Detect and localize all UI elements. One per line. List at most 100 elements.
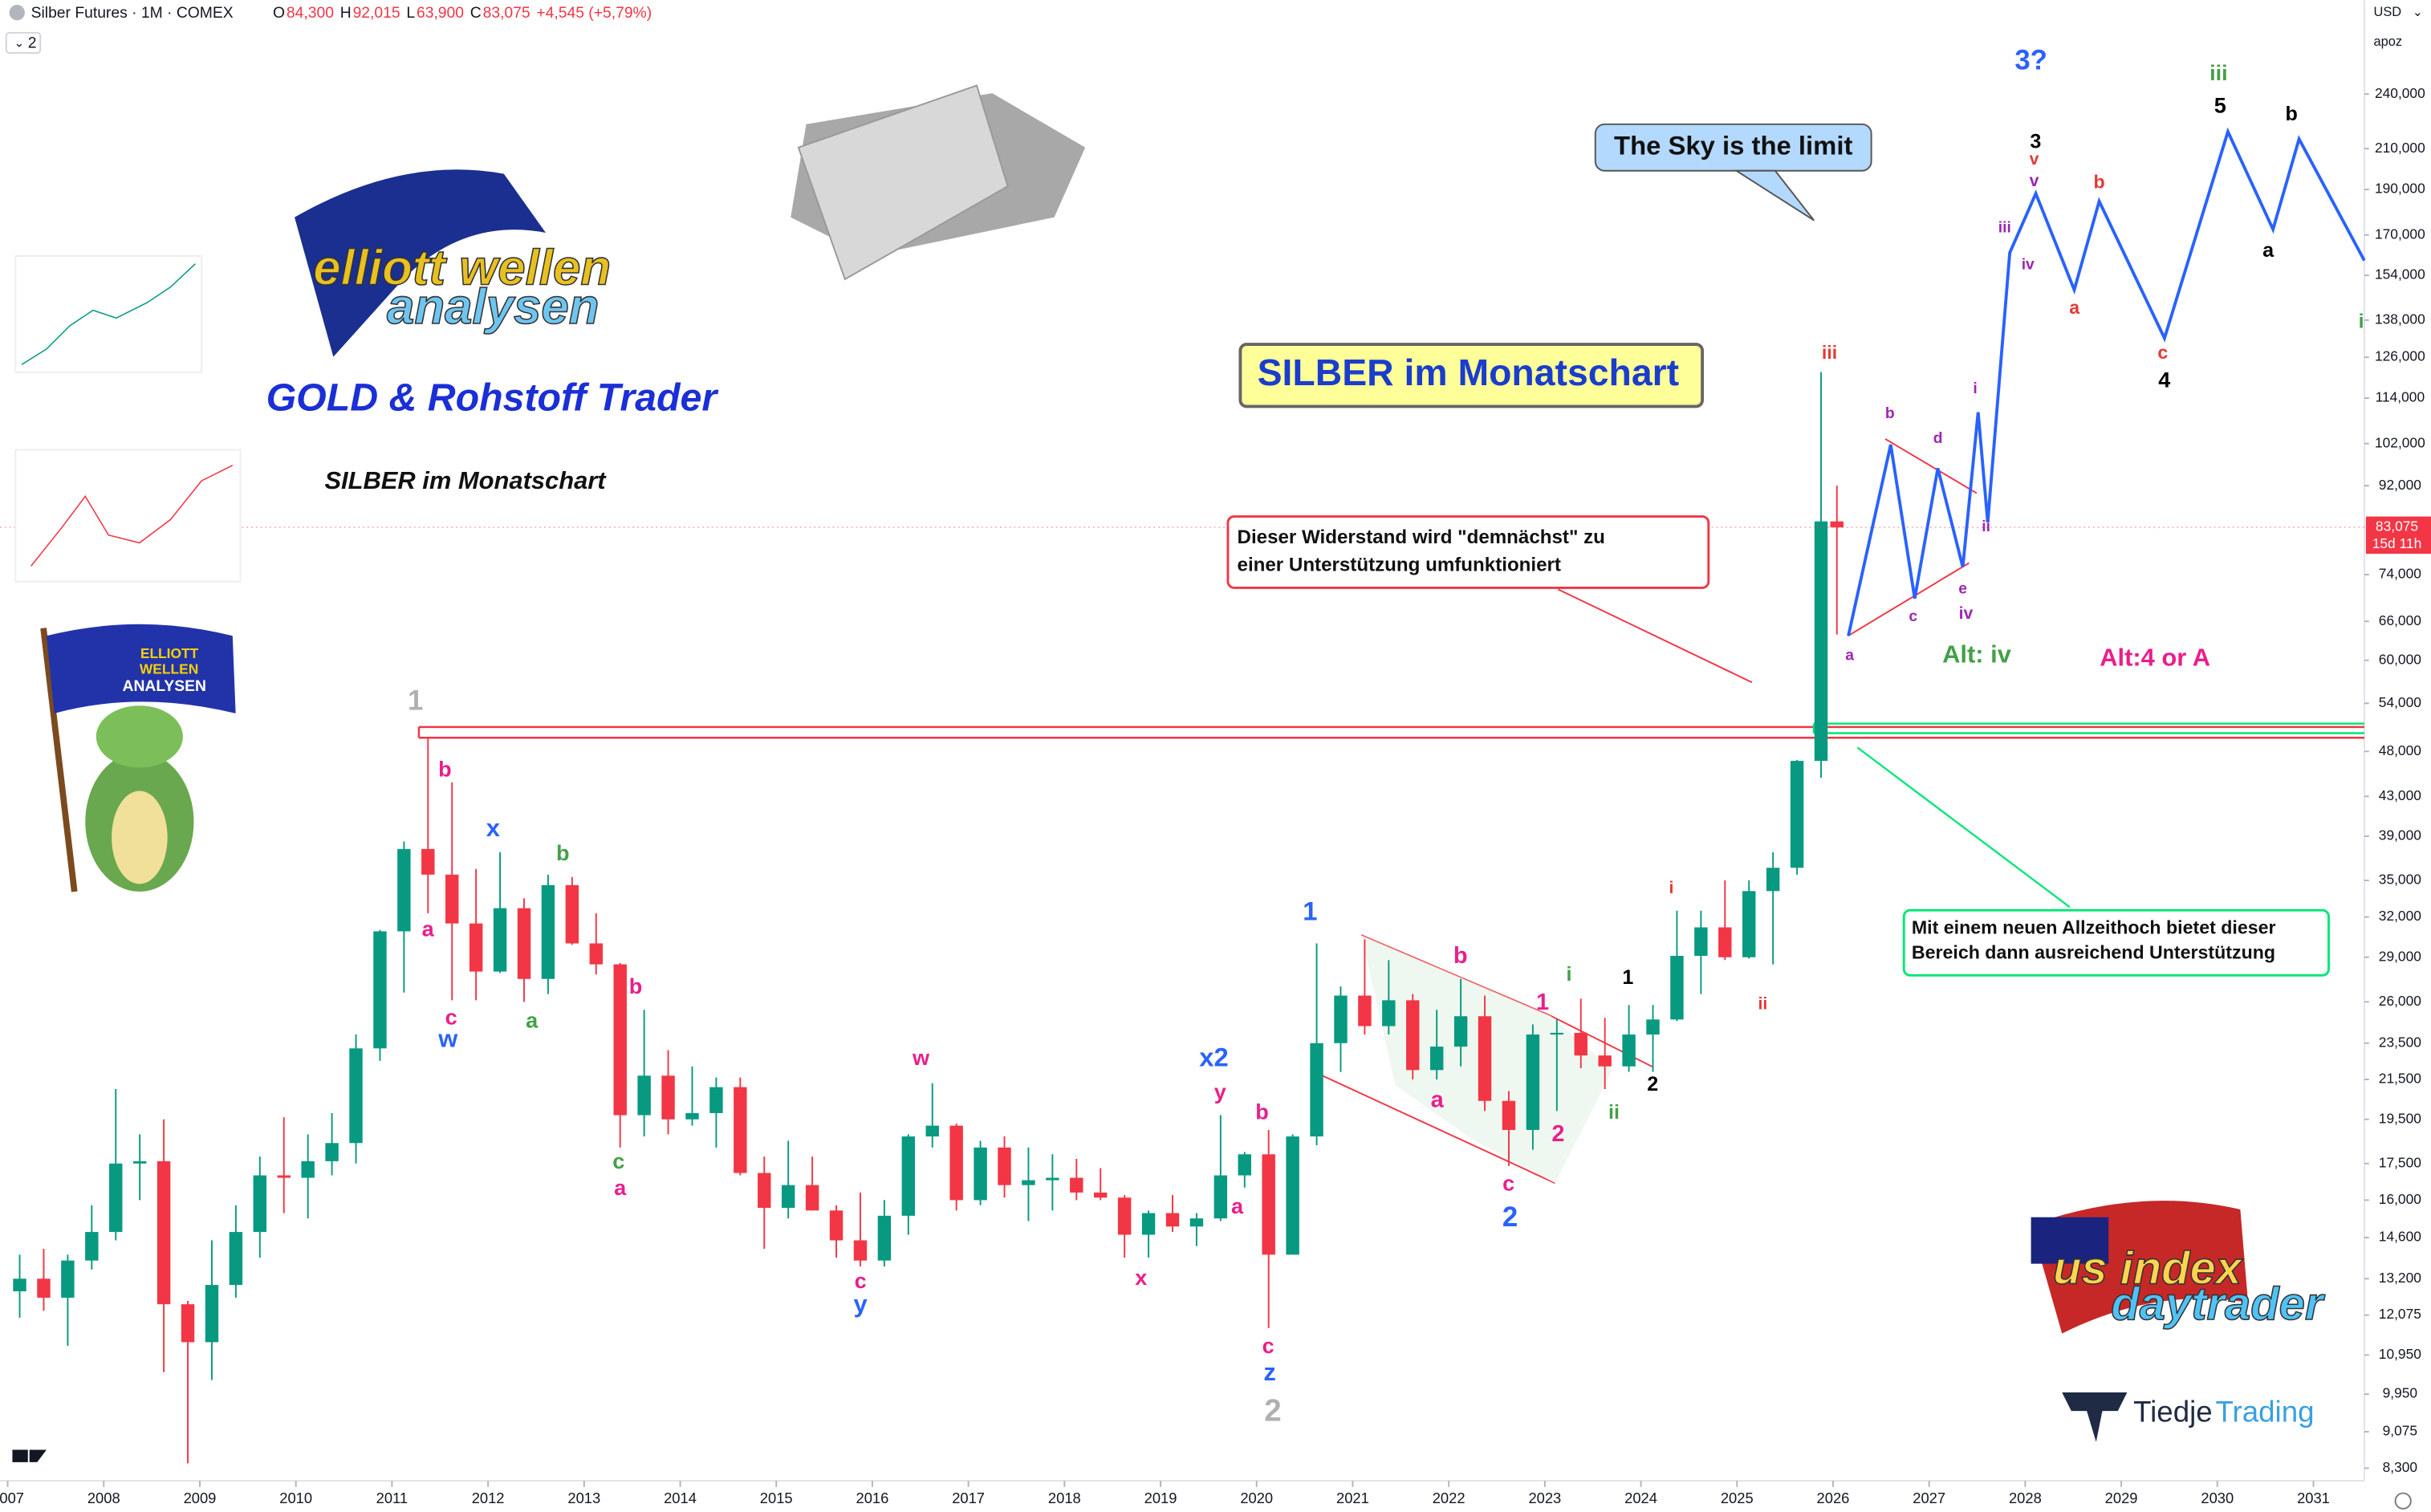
wave-label: 2 <box>1647 1073 1658 1095</box>
wave-label: i <box>1973 380 1977 397</box>
resistance-note <box>1226 515 1710 589</box>
candle-body <box>1766 868 1780 892</box>
x-tick-label: 2017 <box>952 1490 985 1506</box>
wave-label: a <box>1845 647 1854 664</box>
candle-body <box>925 1125 939 1137</box>
candle-body <box>325 1143 339 1161</box>
candle-body <box>132 1160 147 1164</box>
pointer-line <box>1856 746 2071 908</box>
candle-body <box>1453 1016 1468 1047</box>
candle-body <box>37 1278 51 1298</box>
mascot-head <box>96 705 183 768</box>
candle-body <box>1262 1154 1275 1255</box>
wave-label: b <box>1255 1099 1269 1124</box>
wave-label: iii <box>1998 219 2011 236</box>
x-tick-label: 2009 <box>184 1490 217 1506</box>
wave-label: 2 <box>1551 1121 1564 1147</box>
wave-label: 5 <box>2214 94 2226 118</box>
subtitle: SILBER im Monatschart <box>324 466 607 494</box>
channel-line <box>1550 1014 1653 1068</box>
candle-body <box>1382 1000 1396 1026</box>
thumb-frame <box>14 255 203 373</box>
candle-body <box>1429 1047 1444 1071</box>
mascot-belly <box>112 791 168 884</box>
wave-label: 4 <box>2158 368 2170 392</box>
flag-text: ELLIOTT <box>140 645 199 661</box>
x-tick-label: 2031 <box>2297 1490 2330 1506</box>
y-tick-label: 126,000 <box>2375 348 2425 364</box>
tagline: GOLD & Rohstoff Trader <box>266 376 719 419</box>
logo-bull <box>2062 1392 2128 1442</box>
bar-shape <box>797 84 1009 281</box>
symbol[interactable]: Silber Futures · 1M · COMEX <box>31 5 234 22</box>
y-tick-label: 92,000 <box>2379 477 2421 493</box>
title-box-text: SILBER im Monatschart <box>1258 352 1679 393</box>
symbol-icon <box>9 5 25 21</box>
y-tick-label: 16,000 <box>2379 1191 2421 1207</box>
candle-body <box>1478 1016 1492 1101</box>
x-tick-label: 2010 <box>279 1490 312 1506</box>
forecast-line <box>1847 127 2366 636</box>
x-tick-label: 2020 <box>1240 1490 1273 1506</box>
wave-label: iv <box>1959 604 1974 623</box>
candle-body <box>181 1304 195 1343</box>
y-tick-label: 39,000 <box>2379 827 2421 843</box>
x-tick-label: 2027 <box>1913 1490 1945 1506</box>
thumb-line <box>21 263 196 365</box>
wave-label: 2 <box>1264 1393 1281 1428</box>
wave-label: c <box>445 1006 457 1030</box>
ohlc-key: H <box>340 5 352 22</box>
candle-body <box>1718 927 1732 957</box>
candle-body <box>1286 1136 1299 1255</box>
candle-body <box>805 1185 819 1211</box>
wave-label: iv <box>2022 257 2035 274</box>
candle-body <box>157 1160 171 1305</box>
indicators-toggle[interactable] <box>5 31 42 54</box>
x-tick-label: 2028 <box>2009 1490 2042 1506</box>
sky-text: The Sky is the limit <box>1614 130 1852 160</box>
x-tick-label: 2025 <box>1721 1490 1754 1506</box>
ohlc-readout: O 84,300 H 92,015 L 63,900 C 83,075 +4,545 (+5,7… <box>273 5 652 22</box>
wave-label: 1 <box>408 686 423 717</box>
sky-callout <box>1594 123 1872 172</box>
wave-label: i <box>1669 878 1673 897</box>
candle-body <box>1117 1197 1132 1235</box>
y-tick-label: 9,950 <box>2383 1385 2417 1401</box>
y-tick-label: 17,500 <box>2379 1154 2421 1170</box>
us-index-logo: us index daytrader <box>2031 1201 2327 1334</box>
candle-body <box>61 1260 75 1298</box>
wave-label: c <box>1909 608 1917 625</box>
x-tick-label: 2026 <box>1817 1490 1850 1506</box>
ohlc-value: 63,900 <box>417 5 464 22</box>
note-line: Dieser Widerstand wird "demnächst" zu <box>1238 526 1605 548</box>
wave-label: iii <box>2209 61 2228 85</box>
wave-label: 2 <box>1502 1202 1518 1233</box>
tiedje-logo: Tiedje Trading <box>2062 1392 2315 1442</box>
settings-button[interactable] <box>2394 1492 2412 1510</box>
y-tick-label: 170,000 <box>2375 226 2425 242</box>
candle-body <box>493 908 507 972</box>
candle-body <box>1358 995 1372 1026</box>
candle-body <box>1094 1192 1108 1198</box>
logo-text: us index <box>2053 1243 2244 1295</box>
candle-body <box>253 1175 267 1233</box>
scale-mode[interactable]: apoz <box>2374 35 2403 49</box>
y-tick-label: 60,000 <box>2379 651 2421 667</box>
wave-label: b <box>1885 405 1895 422</box>
wave-label: c <box>855 1269 867 1293</box>
currency[interactable]: USD <box>2374 5 2402 19</box>
wave-label: a <box>526 1008 539 1032</box>
candle-body <box>1598 1055 1612 1067</box>
candle-body <box>1670 955 1684 1020</box>
wave-label: x2 <box>1199 1042 1229 1071</box>
indicator-count: 2 <box>28 35 37 51</box>
logo-text: elliott wellen <box>313 241 611 296</box>
y-tick-label: 23,500 <box>2379 1034 2421 1050</box>
y-tick-label: 66,000 <box>2379 612 2421 628</box>
candle-body <box>1165 1213 1180 1227</box>
y-tick-label: 26,000 <box>2379 993 2421 1009</box>
tradingview-logo <box>12 1449 47 1462</box>
wave-label: i <box>2359 311 2364 333</box>
y-tick-label: 32,000 <box>2379 908 2421 924</box>
candle-body <box>373 931 387 1049</box>
